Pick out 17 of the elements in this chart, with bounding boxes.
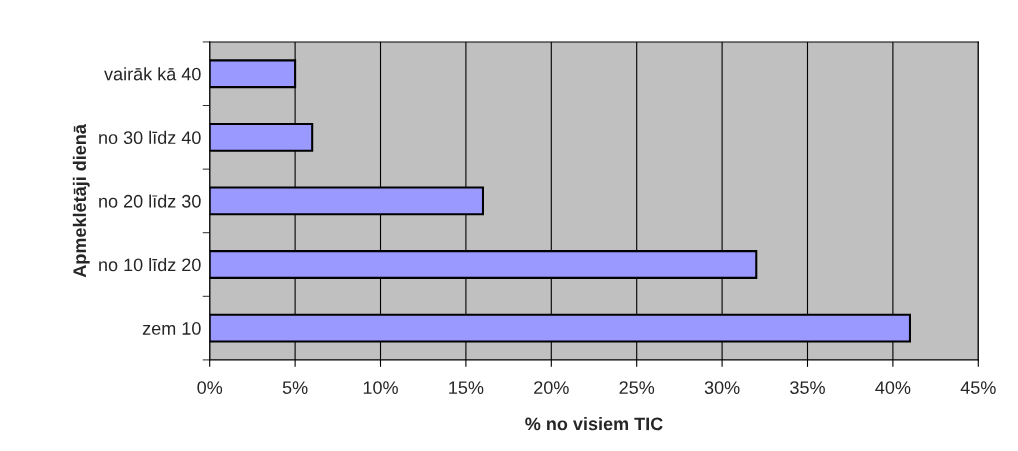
x-tick-label: 35% bbox=[790, 381, 825, 394]
x-tick-label: 15% bbox=[449, 381, 484, 394]
x-tick-label: 20% bbox=[534, 381, 569, 394]
x-tick-label: 0% bbox=[197, 381, 223, 394]
x-axis-title: % no visiem TIC bbox=[525, 417, 663, 431]
x-tick-label: 25% bbox=[619, 381, 655, 394]
y-tick-label: vairāk kā 40 bbox=[104, 67, 201, 81]
x-tick-label: 40% bbox=[875, 381, 911, 394]
y-tick-label: no 20 līdz 30 bbox=[99, 194, 201, 208]
x-tick-label: 30% bbox=[704, 381, 740, 394]
y-tick-label: no 10 līdz 20 bbox=[99, 257, 201, 272]
y-axis-title: Apmeklētāji dienā bbox=[72, 124, 90, 278]
y-tick-label: no 30 līdz 40 bbox=[99, 130, 201, 145]
y-tick-label: zem 10 bbox=[142, 322, 201, 335]
x-tick-label: 45% bbox=[960, 381, 996, 394]
x-tick-label: 10% bbox=[363, 381, 398, 394]
x-tick-label: 5% bbox=[282, 381, 308, 394]
